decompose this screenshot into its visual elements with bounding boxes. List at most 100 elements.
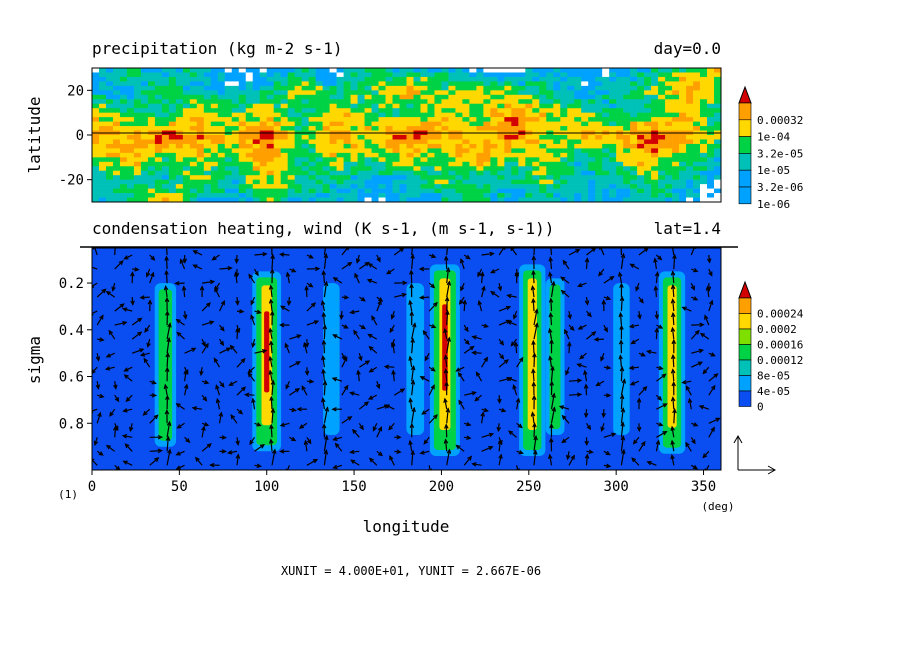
precip-cell [469,143,477,149]
wind-vector-head [99,393,105,399]
wind-vector [214,287,221,298]
precip-cell [301,193,309,198]
precip-cell [469,135,477,140]
precip-cell [245,143,254,149]
precip-cell [392,99,400,105]
precip-cell [399,103,407,109]
wind-vector-head [534,308,539,314]
precip-cell [371,90,379,96]
wind-vector-head [331,377,338,382]
precip-cell [245,170,254,176]
precip-cell [168,72,177,78]
precip-cell [315,103,323,109]
wind-vector [603,276,614,284]
precip-cell [539,112,547,118]
precip-cell [658,99,666,105]
precip-cell [476,193,484,198]
precip-cell [644,166,652,172]
precip-cell [511,161,519,167]
precip-cell [588,108,596,113]
precip-cell [609,108,617,113]
precip-cell [602,166,610,172]
wind-vector-head [206,302,211,308]
heating-columns [154,264,686,456]
precip-cell [644,72,652,78]
precip-cell [266,175,275,180]
wind-vector-head [483,323,490,328]
precip-cell [371,76,379,82]
precip-cell [483,121,491,127]
precip-cell [126,121,135,127]
precip-cell [308,139,316,145]
precip-cell [315,179,323,185]
precip-cell [574,148,582,154]
precip-cell [700,193,708,198]
precip-cell [413,121,421,127]
precip-cell [105,175,114,180]
wind-vector-head [423,439,429,445]
wind-vector [444,398,448,410]
precip-cell [315,143,323,149]
precip-cell [497,197,505,202]
precip-cell [476,112,484,118]
precip-cell [469,170,477,176]
wind-vector-head [191,347,197,352]
wind-vector-head [642,385,648,391]
wind-vector [620,408,624,424]
precip-cell [644,103,652,109]
precip-cell [98,139,107,145]
precip-cell [700,179,708,185]
precip-cell [504,112,512,118]
precip-cell [595,76,603,82]
precip-cell [420,166,428,172]
precip-cell [378,117,386,122]
precip-cell [301,184,309,189]
precip-cell [92,85,100,91]
wind-vector [631,338,640,345]
precip-cell [476,148,484,154]
wind-vector [655,440,660,452]
wind-vector [215,385,221,396]
wind-vector-head [564,328,569,335]
precip-cell [532,139,540,145]
precip-cell [504,135,512,140]
precip-cell [238,126,247,131]
precip-cell [581,148,589,154]
precip-cell [147,72,156,78]
top-panel-day-label: day=0.0 [654,39,721,58]
precip-cell [154,170,163,176]
precip-cell [133,126,142,131]
wind-vector-head [421,410,427,415]
precip-cell [252,161,261,167]
precip-cell [707,152,715,158]
wind-vector [655,272,659,284]
precip-cell [448,179,456,185]
precip-cell [182,188,191,194]
precip-cell [567,85,575,91]
precip-cell [511,76,519,82]
wind-vector [165,256,168,270]
precip-cell [224,139,233,145]
precip-cell [168,81,177,87]
wind-vector-head [576,392,583,397]
wind-vector [180,259,186,270]
precip-cell [637,143,645,149]
precip-cell [287,157,295,163]
bottom-y-axis-label: sigma [25,336,44,384]
wind-vector [96,288,106,298]
precip-cell [483,103,491,109]
precip-cell [126,143,135,149]
wind-vector [685,386,692,396]
precip-cell [399,76,407,82]
precip-cell [315,157,323,163]
precip-cell [700,81,708,87]
precip-cell [686,81,694,87]
precip-cell [637,184,645,189]
precip-cell [315,99,323,105]
precip-cell [294,94,302,100]
precip-cell [490,81,498,87]
wind-vector-head [681,379,687,385]
wind-vector-head [354,272,359,278]
precip-cell [469,90,477,96]
precip-cell [336,166,344,172]
